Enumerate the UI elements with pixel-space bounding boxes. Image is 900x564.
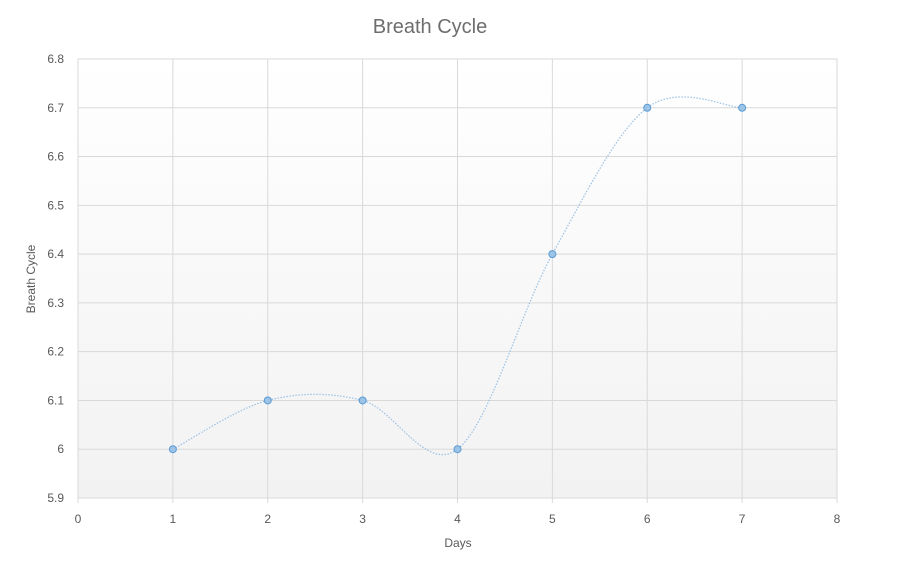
x-tick-label: 8 <box>834 512 841 526</box>
series-line <box>172 96 743 456</box>
data-point <box>168 445 177 454</box>
y-tick-label: 6.1 <box>47 393 64 407</box>
x-tick-label: 5 <box>549 512 556 526</box>
x-tick-label: 3 <box>359 512 366 526</box>
chart-title: Breath Cycle <box>373 16 488 38</box>
data-point <box>263 396 272 405</box>
data-point <box>358 396 367 405</box>
y-axis-ticks: 5.9 6 6.1 6.2 6.3 6.4 6.5 6.6 6.7 6.8 <box>47 52 64 505</box>
y-axis-title: Breath Cycle <box>24 244 38 313</box>
y-tick-label: 5.9 <box>47 491 64 505</box>
y-tick-label: 6.8 <box>47 52 64 66</box>
data-points <box>168 103 747 454</box>
data-point <box>548 250 557 259</box>
x-tick-label: 4 <box>454 512 461 526</box>
x-tick-label: 0 <box>75 512 82 526</box>
x-tick-label: 1 <box>170 512 177 526</box>
x-tick-label: 6 <box>644 512 651 526</box>
x-axis-ticks: 0 1 2 3 4 5 6 7 8 <box>75 498 841 526</box>
data-point <box>738 103 747 112</box>
data-point <box>643 103 652 112</box>
y-tick-label: 6 <box>57 442 64 456</box>
data-point <box>453 445 462 454</box>
y-tick-label: 6.7 <box>47 101 64 115</box>
y-tick-label: 6.2 <box>47 345 64 359</box>
x-tick-label: 2 <box>264 512 271 526</box>
x-axis-title: Days <box>444 536 471 550</box>
y-tick-label: 6.6 <box>47 150 64 164</box>
y-tick-label: 6.4 <box>47 247 64 261</box>
y-tick-label: 6.5 <box>47 198 64 212</box>
x-tick-label: 7 <box>739 512 746 526</box>
y-tick-label: 6.3 <box>47 296 64 310</box>
